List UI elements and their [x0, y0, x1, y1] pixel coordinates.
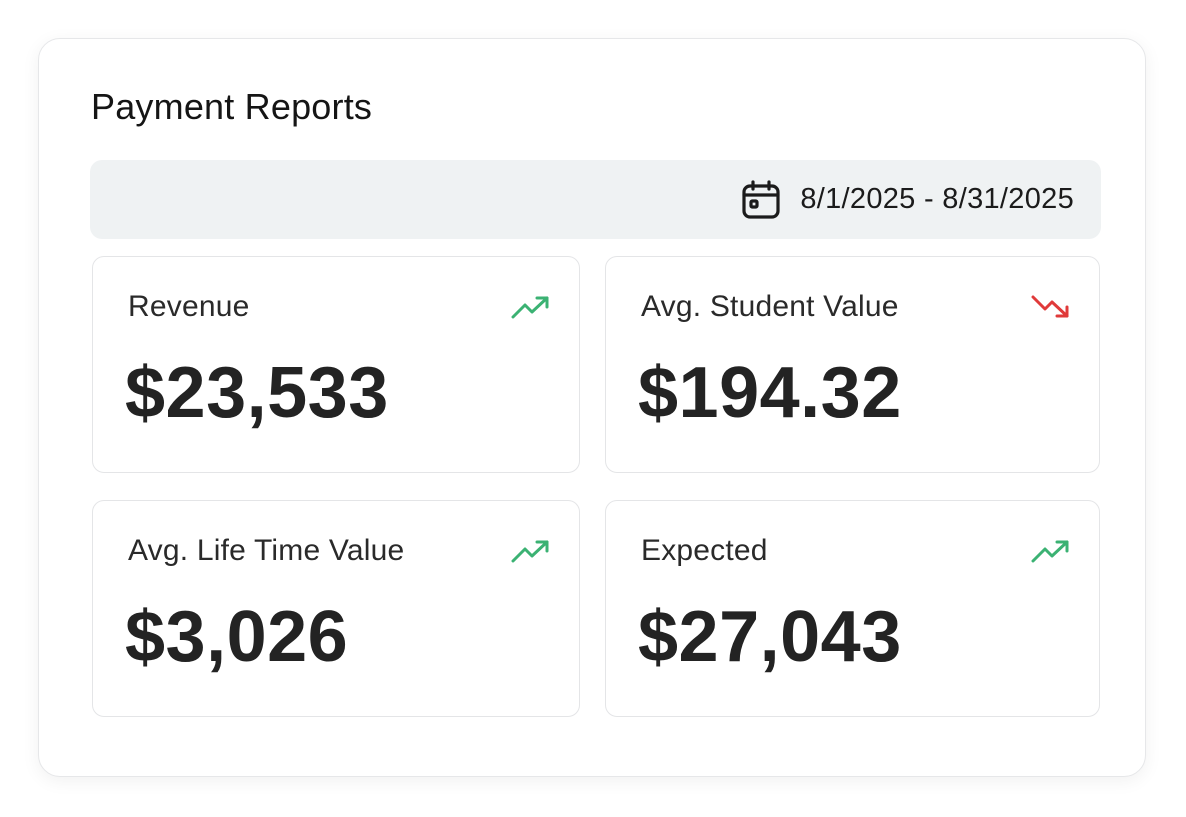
payment-reports-card: Payment Reports 8/1/2025 - 8/31/2025 Rev… — [38, 38, 1146, 777]
metric-card-expected: Expected $27,043 — [605, 500, 1100, 717]
date-range-text: 8/1/2025 - 8/31/2025 — [800, 183, 1074, 215]
metric-value: $23,533 — [125, 353, 389, 433]
trending-down-icon — [1031, 293, 1071, 321]
metric-value: $194.32 — [638, 353, 902, 433]
metric-label: Avg. Student Value — [641, 290, 899, 323]
metric-label: Revenue — [128, 290, 250, 323]
page-title: Payment Reports — [91, 86, 373, 127]
metric-card-avg-life-time-value: Avg. Life Time Value $3,026 — [92, 500, 580, 717]
metric-card-revenue: Revenue $23,533 — [92, 256, 580, 473]
trending-up-icon — [1031, 537, 1071, 565]
trending-up-icon — [511, 537, 551, 565]
metric-label: Avg. Life Time Value — [128, 534, 405, 567]
metric-value: $27,043 — [638, 597, 902, 677]
metric-label: Expected — [641, 534, 768, 567]
trending-up-icon — [511, 293, 551, 321]
metric-card-avg-student-value: Avg. Student Value $194.32 — [605, 256, 1100, 473]
metric-value: $3,026 — [125, 597, 349, 677]
date-range-picker[interactable]: 8/1/2025 - 8/31/2025 — [90, 160, 1101, 239]
calendar-icon — [740, 179, 782, 221]
